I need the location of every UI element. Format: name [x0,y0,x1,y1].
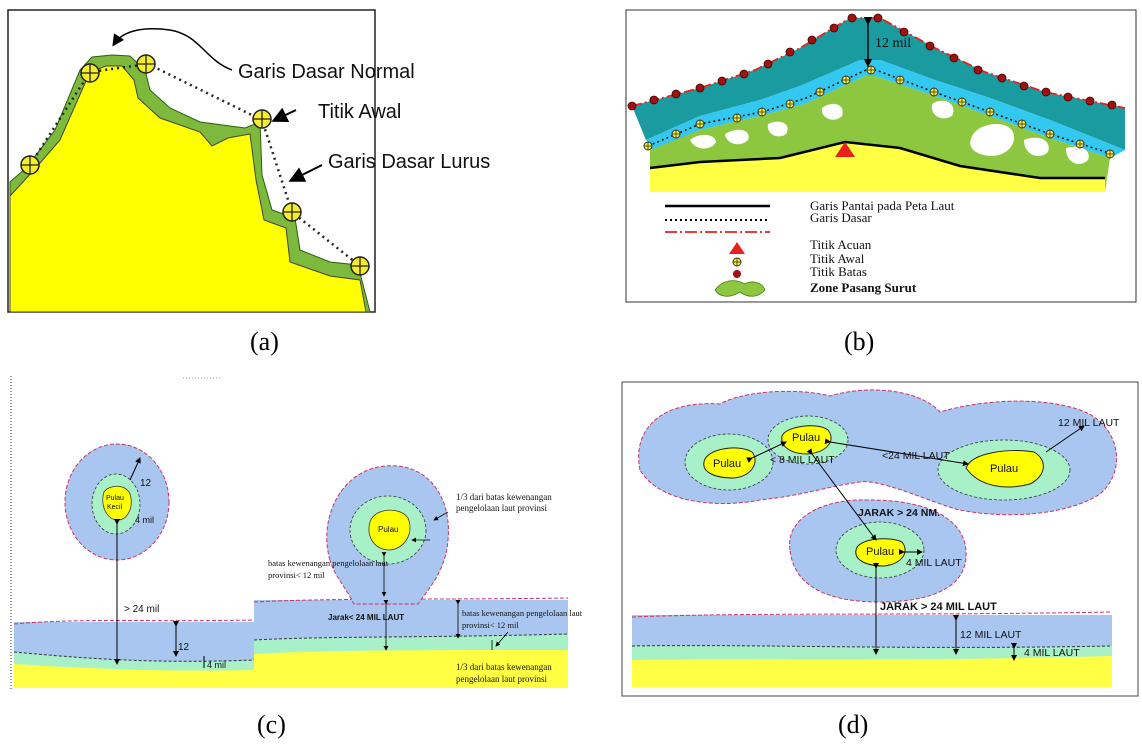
inlet [1066,146,1089,164]
label-c-third-bottom-2: pengelolaan laut provinsi [456,674,547,684]
label-c-third-top-2: pengelolaan laut provinsi [456,503,547,513]
legend-reference-point: Titik Acuan [810,237,872,252]
panel-b: 12 mil Garis Pantai pada Peta Laut Garis… [625,9,1137,303]
legend-baseline: Garis Dasar [810,210,872,225]
label-c-12: 12 [140,478,152,489]
island-right [965,450,1044,488]
inlet [970,124,1015,156]
label-d-4-coast: 4 MIL LAUT [1024,647,1080,659]
start-point-marker [350,256,370,276]
boundary-points [627,13,1117,111]
label-d-island-right: Pulau [990,463,1018,475]
inlet [821,103,843,120]
label-c-jarak: Jarak< 24 MIL LAUT [328,613,404,622]
inlet [725,129,749,145]
caption-a: (a) [250,327,279,356]
label-c-4mil: 4 mil [135,515,154,525]
legend-boundary-point: Titik Batas [810,264,867,279]
straight-baseline-pointer [288,164,323,182]
island-left [703,447,756,479]
legend-coastline: Garis Pantai pada Peta Laut [810,198,955,213]
normal-baseline-pointer [112,28,233,71]
legend-tidal-zone: Zone Pasang Surut [810,280,917,295]
label-c-authority-left-2: provinsi< 12 mil [268,570,325,580]
label-d-jarak-24: JARAK > 24 MIL LAUT [880,601,997,613]
label-c-coast-4: 4 mil [207,660,226,670]
label-d-island-bottom: Pulau [866,546,894,558]
label-c-coast-12: 12 [178,642,190,653]
label-start-point: Titik Awal [318,101,401,123]
label-small-island-2: Kecil [107,504,123,511]
outer-limit-b [631,17,1126,109]
inlet [1024,137,1049,156]
label-c-third-top-1: 1/3 dari batas kewenangan [456,492,552,502]
label-c-authority-left-1: batas kewenangan pengelolaan laut [268,558,389,568]
label-small-island: Pulau [106,495,124,502]
island [368,509,411,551]
label-d-island-top: Pulau [792,432,820,444]
inlet [690,134,716,149]
caption-b: (b) [844,327,874,356]
label-c-authority-right-2: provinsi< 12 mil [462,620,519,630]
inlet [767,121,788,137]
label-d-lt8: < 8 MIL LAUT [770,454,835,466]
start-point-marker [136,54,156,74]
small-island [102,485,132,521]
label-d-12-coast: 12 MIL LAUT [960,629,1022,641]
start-point-marker [282,202,302,222]
panel-c: Pulau Kecil 12 4 mil > 24 mil 12 4 mil P… [10,376,583,690]
start-point-marker [20,155,40,175]
label-d-jarak-nm: JARAK > 24 NM. [858,507,940,519]
label-d-island-left: Pulau [713,458,741,470]
reference-point [835,142,855,157]
label-d-lt24: <24 MIL LAUT [882,450,950,462]
panel-c-right: Pulau 1/3 dari batas kewenangan pengelol… [253,462,583,688]
land-b [650,142,1105,192]
start-point-marker [252,109,272,129]
caption-c: (c) [257,710,286,739]
sea-light-b [646,60,1125,158]
label-c-gt24: > 24 mil [124,604,159,615]
start-point-marker [80,63,100,83]
legend-b: Garis Pantai pada Peta Laut Garis Dasar … [665,198,955,297]
label-c-third-bottom-1: 1/3 dari batas kewenangan [456,662,552,672]
start-point-pointer [271,107,297,123]
caption-d: (d) [838,710,868,739]
sea-dark-b [632,18,1125,150]
label-normal-baseline: Garis Dasar Normal [238,61,415,83]
legend-start-point: Titik Awal [810,251,865,266]
label-c-island: Pulau [378,525,398,534]
label-straight-baseline: Garis Dasar Lurus [328,151,490,173]
label-d-4-island: 4 MIL LAUT [906,557,962,569]
panel-a: Garis Dasar Normal Titik Awal Garis Dasa… [7,9,490,313]
coastline-b [649,140,1105,180]
label-d-12-top: 12 MIL LAUT [1058,417,1120,429]
panel-c-left: Pulau Kecil 12 4 mil > 24 mil 12 4 mil [13,443,255,688]
inlet [931,100,954,119]
panel-d: Pulau Pulau Pulau Pulau < 8 MIL LAUT <24… [621,381,1139,697]
label-c-authority-right-1: batas kewenangan pengelolaan laut [462,608,583,618]
label-12-mil: 12 mil [875,36,911,51]
